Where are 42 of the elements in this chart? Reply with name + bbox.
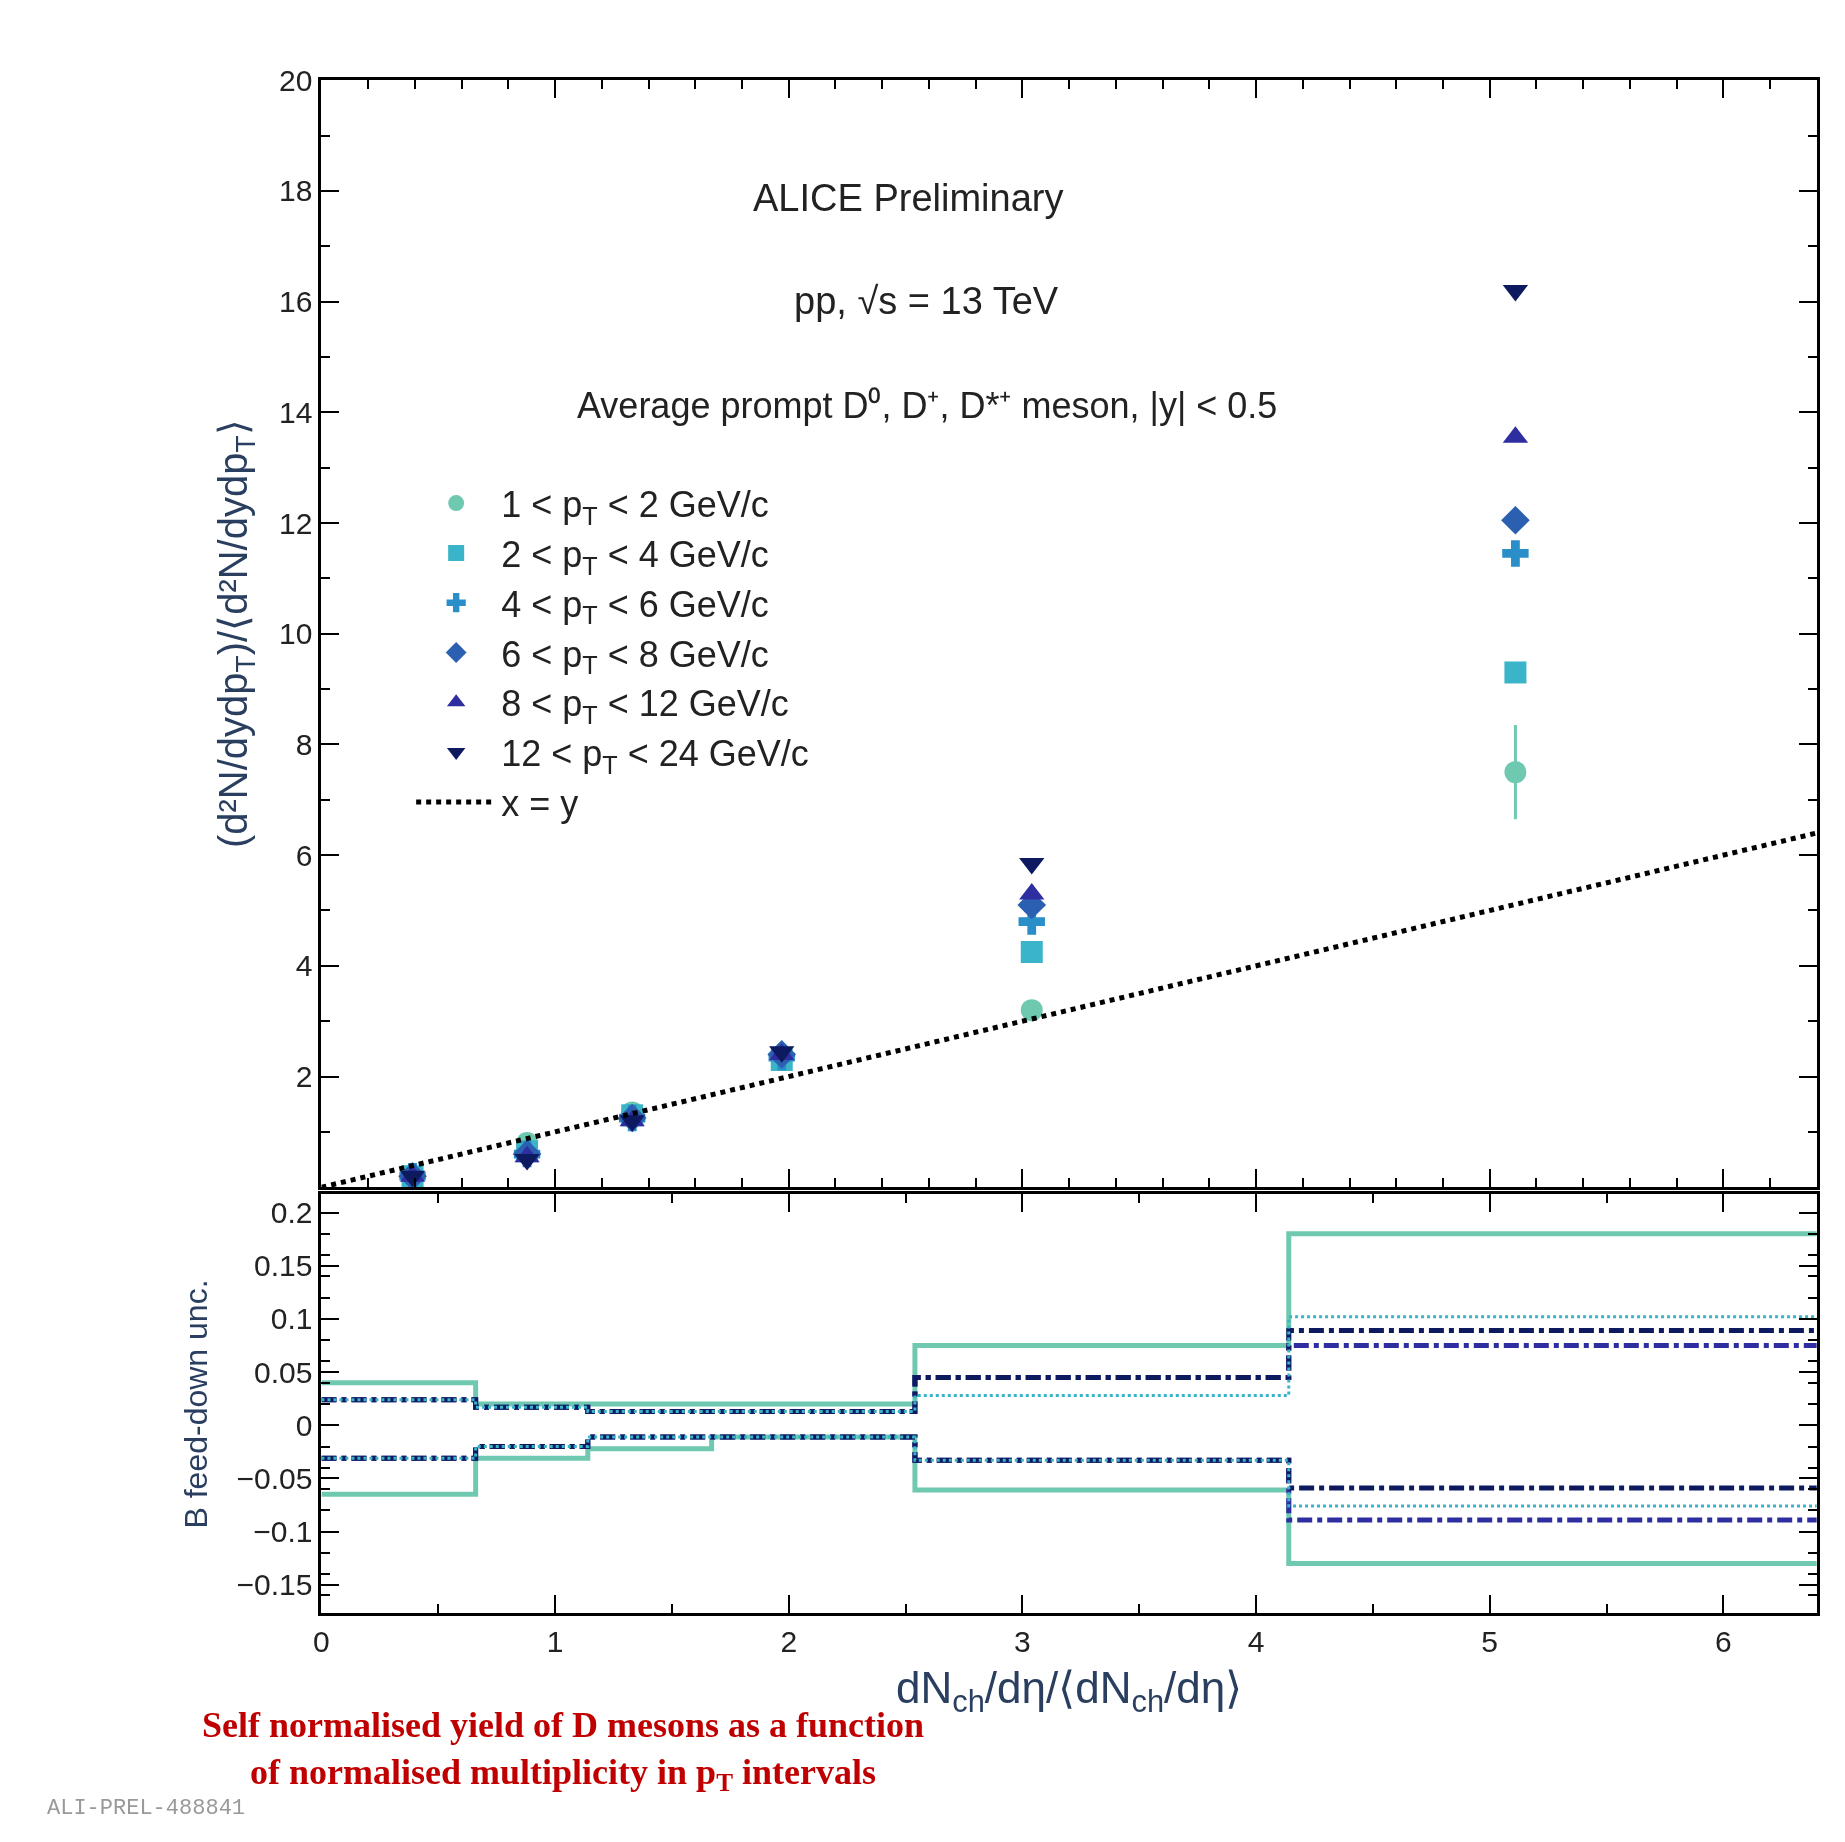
legend-label: 1 < p$_{T}$ < 2 GeV/c xyxy=(501,484,769,530)
legend-label: 4 < p$_{T}$ < 6 GeV/c xyxy=(501,583,769,630)
text: ALI-PREL-488841 xyxy=(47,1796,246,1821)
x-tick-label: 6 xyxy=(1715,1625,1732,1659)
point xyxy=(1020,941,1043,963)
y-tick-label: −0.1 xyxy=(253,1515,313,1549)
y-tick-label: 0.2 xyxy=(270,1196,313,1230)
y-tick-label: −0.15 xyxy=(236,1568,313,1602)
y-tick-label: 8 xyxy=(295,727,313,761)
y-tick-label: 12 xyxy=(279,506,313,540)
y-tick-label: 0.15 xyxy=(254,1249,313,1283)
legend-label: x = y xyxy=(501,782,579,824)
y-tick-label: 2 xyxy=(295,1060,313,1094)
point xyxy=(1020,999,1043,1022)
annotation: ALICE Preliminary xyxy=(753,177,1064,219)
point xyxy=(1502,540,1529,567)
annotation: pp, √s = 13 TeV xyxy=(794,280,1059,322)
y-tick-label: 6 xyxy=(295,838,313,872)
point xyxy=(1504,761,1527,784)
y-tick-label: 14 xyxy=(279,395,313,429)
y-axis-title: B feed-down unc. xyxy=(177,1279,214,1529)
y-tick-label: 20 xyxy=(279,63,313,97)
y-tick-label: 10 xyxy=(279,617,313,651)
legend-label: 12 < p$_{T}$ < 24 GeV/c xyxy=(501,733,809,779)
x-tick-label: 2 xyxy=(780,1625,798,1659)
y-tick-label: 18 xyxy=(279,174,313,208)
y-tick-label: 16 xyxy=(279,285,313,319)
y-tick-label: 0 xyxy=(295,1408,313,1442)
y-tick-label: 0.1 xyxy=(270,1302,313,1336)
legend-label: 8 < p$_{T}$ < 12 GeV/c xyxy=(501,683,789,729)
legend-label: 2 < p$_{T}$ < 4 GeV/c xyxy=(501,533,769,580)
annotation: Average prompt D⁰, D⁺, D*⁺ meson, |y| < 0.5 xyxy=(577,385,1278,426)
y-tick-label: −0.05 xyxy=(236,1461,313,1495)
y-tick-label: 4 xyxy=(295,949,313,983)
point xyxy=(1504,661,1527,684)
x-tick-label: 1 xyxy=(546,1625,564,1659)
x-tick-label: 4 xyxy=(1247,1625,1265,1659)
x-tick-label: 5 xyxy=(1481,1625,1499,1659)
point xyxy=(1501,505,1530,535)
y-tick-label: 0.05 xyxy=(254,1355,313,1389)
legend-label: 6 < p$_{T}$ < 8 GeV/c xyxy=(501,633,769,680)
x-tick-label: 3 xyxy=(1014,1625,1031,1659)
